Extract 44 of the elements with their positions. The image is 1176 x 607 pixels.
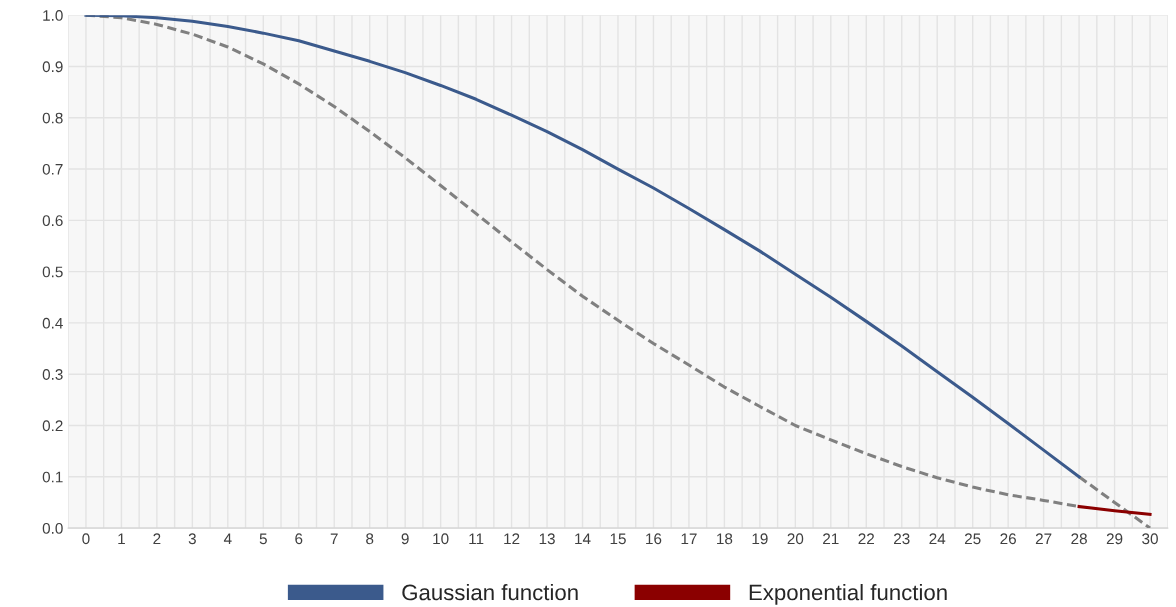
y-tick-label: 0.8 [42, 112, 63, 124]
x-tick-label: 5 [259, 533, 267, 545]
x-tick-label: 14 [575, 533, 591, 545]
y-tick-label: 1.0 [43, 10, 63, 21]
x-tick-label: 22 [858, 533, 875, 545]
y-tick-label: 0.5 [42, 266, 63, 278]
x-tick-label: 12 [504, 533, 520, 545]
x-tick-label: 11 [469, 533, 484, 545]
x-tick-label: 4 [223, 533, 232, 545]
x-tick-label: 21 [823, 533, 839, 545]
x-tick-label: 30 [1142, 533, 1158, 545]
x-tick-label: 15 [610, 533, 626, 545]
x-tick-label: 26 [1000, 533, 1016, 545]
x-tick-label: 29 [1106, 533, 1123, 545]
y-tick-label: 0.9 [42, 61, 63, 73]
legend-label: Exponential function [749, 583, 947, 605]
x-tick-label: 6 [295, 533, 303, 545]
y-tick-label: 0.0 [42, 522, 63, 534]
x-tick-label: 8 [366, 533, 374, 545]
y-tick-label: 0.2 [42, 420, 63, 432]
y-tick-label: 0.3 [42, 369, 63, 380]
x-tick-label: 25 [964, 533, 981, 545]
x-tick-label: 20 [787, 533, 804, 545]
x-tick-label: 10 [433, 533, 449, 545]
x-tick-label: 19 [752, 533, 768, 545]
x-tick-label: 17 [681, 533, 697, 545]
x-tick-label: 27 [1035, 533, 1052, 545]
y-tick-label: 0.4 [42, 317, 63, 329]
x-tick-label: 28 [1071, 533, 1087, 545]
y-tick-label: 0.1 [42, 471, 63, 483]
x-tick-label: 23 [894, 533, 910, 545]
x-tick-label: 7 [330, 533, 338, 545]
x-tick-label: 9 [401, 533, 409, 545]
x-tick-label: 0 [82, 533, 90, 545]
x-tick-label: 2 [153, 533, 161, 545]
x-tick-label: 24 [929, 533, 946, 545]
x-tick-label: 13 [539, 533, 555, 545]
x-tick-label: 1 [118, 533, 125, 545]
x-tick-label: 18 [717, 533, 733, 545]
legend-label: Gaussian function [402, 583, 578, 601]
x-tick-label: 3 [188, 533, 196, 545]
x-tick-label: 16 [646, 533, 662, 545]
y-tick-label: 0.7 [42, 163, 63, 175]
y-tick-label: 0.6 [42, 215, 63, 227]
